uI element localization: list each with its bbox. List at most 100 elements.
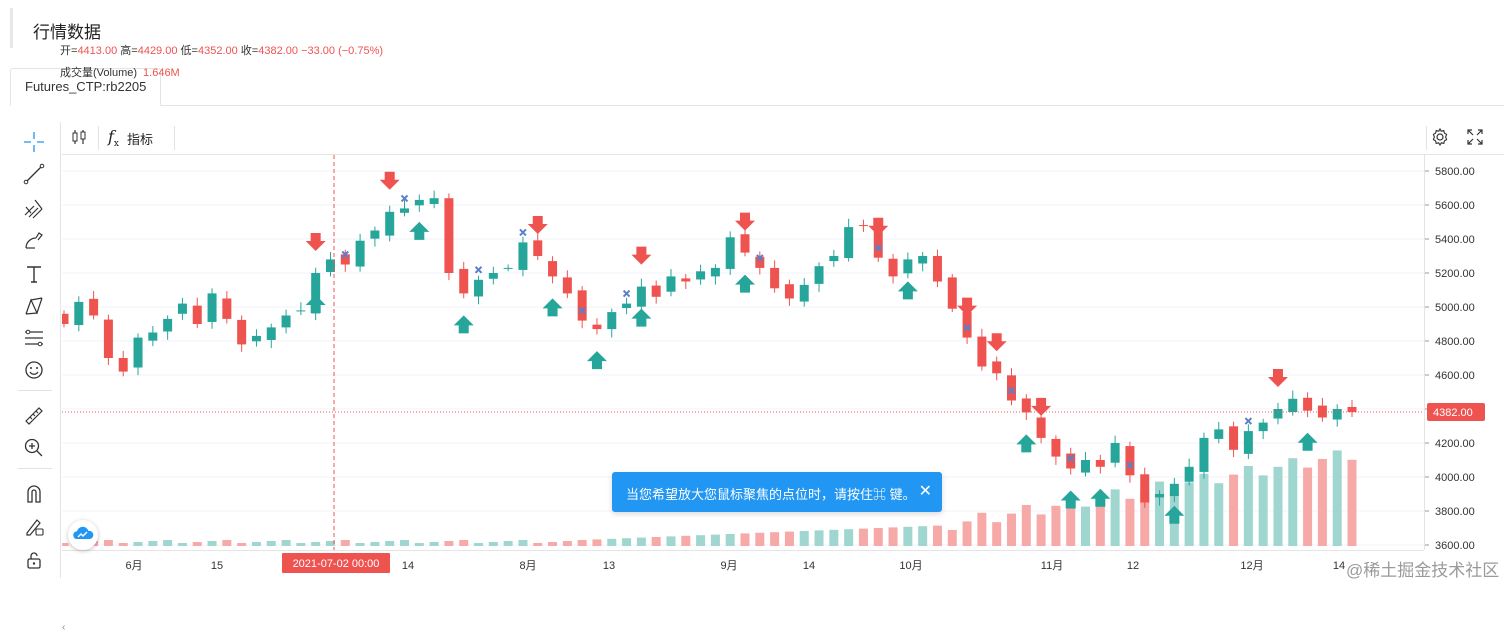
candles [59, 190, 1357, 508]
exit-marker [400, 194, 409, 203]
volume-bar [681, 535, 691, 546]
candle-up [474, 279, 484, 297]
volume-bar [1229, 474, 1239, 546]
emoji-icon[interactable] [22, 358, 46, 382]
candle-up [400, 208, 410, 213]
fullscreen-button[interactable] [1466, 126, 1484, 150]
chart-top-toolbar: fx 指标 [62, 122, 1504, 155]
tab-rb2205[interactable]: Futures_CTP:rb2205 [10, 68, 162, 106]
candle-down [459, 268, 469, 294]
current-price-label: 4382.00 [1433, 407, 1473, 419]
exit-marker [963, 323, 971, 332]
volume-bar [888, 527, 898, 546]
volume-bar [148, 541, 158, 546]
buy-signal-arrow [1164, 505, 1185, 524]
volume-bar [1332, 450, 1342, 546]
volume-bar [725, 534, 735, 546]
candle-down [103, 319, 113, 358]
candlestick-chart[interactable] [59, 155, 1424, 550]
volume-bar [1021, 505, 1031, 546]
candle-up [429, 198, 439, 204]
volume-bar [414, 543, 424, 546]
exit-marker [1067, 454, 1075, 463]
candle-up [266, 327, 276, 340]
ruler-icon[interactable] [22, 404, 46, 428]
buy-signal-arrow [453, 315, 474, 334]
crosshair-time-label: 2021-07-02 00:00 [293, 558, 380, 570]
volume-bar [577, 540, 587, 546]
change-value: −33.00 (−0.75%) [301, 45, 384, 57]
brush-icon[interactable] [22, 228, 46, 252]
close-icon[interactable]: ✕ [918, 483, 932, 500]
candle-up [666, 276, 676, 292]
volume-bar [962, 521, 972, 546]
price-tick-label: 5000.00 [1435, 302, 1475, 314]
lock-drawing-icon[interactable] [22, 514, 46, 538]
candle-style-button[interactable] [70, 126, 88, 150]
fib-icon[interactable] [22, 196, 46, 220]
candle-up [1273, 409, 1283, 419]
volume-bar [1317, 459, 1327, 546]
time-tick-label: 14 [803, 560, 815, 572]
text-icon[interactable] [22, 262, 46, 286]
volume-bar [784, 531, 794, 546]
projection-icon[interactable] [22, 326, 46, 350]
indicators-button[interactable]: fx 指标 [108, 126, 153, 150]
candle-up [829, 256, 839, 262]
volume-bar [1110, 489, 1120, 546]
volume-bar [325, 541, 335, 546]
signal-arrows [305, 171, 1318, 524]
candle-down [888, 258, 898, 277]
toolbar-divider [98, 126, 99, 150]
candle-up [636, 286, 646, 307]
candle-up [918, 256, 928, 264]
toolbar-divider [18, 468, 52, 469]
sell-signal-arrow [305, 233, 326, 251]
candle-down [977, 336, 987, 367]
unlock-icon[interactable] [22, 548, 46, 572]
sell-signal-arrow [379, 171, 400, 190]
exit-marker [519, 228, 527, 237]
exit-marker [756, 254, 764, 262]
candle-down [533, 240, 543, 256]
trend-line-icon[interactable] [22, 162, 46, 186]
volume-bar [607, 538, 617, 546]
time-tick-label: 13 [603, 560, 615, 572]
candle-up [607, 312, 617, 330]
buy-signal-arrow [1090, 488, 1111, 507]
volume-bar [1155, 481, 1165, 546]
crosshair-icon[interactable] [22, 130, 46, 154]
magnet-icon[interactable] [22, 482, 46, 506]
volume-label: 成交量(Volume) [60, 67, 138, 79]
candle-down [562, 277, 572, 294]
volume-bar [1095, 498, 1105, 546]
settings-button[interactable] [1430, 126, 1450, 150]
candle-up [1214, 429, 1224, 439]
volume-bar [488, 542, 498, 546]
candle-down [1140, 474, 1150, 503]
zoom-in-icon[interactable] [22, 436, 46, 460]
volume-legend: 成交量(Volume) 1.646M [60, 64, 180, 80]
cloud-logo-icon [73, 526, 94, 539]
candle-up [325, 259, 335, 272]
buy-signal-arrow [1016, 434, 1037, 453]
candle-down [1125, 446, 1135, 476]
candle-down [740, 234, 750, 253]
candle-up [207, 293, 217, 322]
candle-up [488, 273, 498, 279]
volume-bar [177, 543, 187, 546]
collapse-toolbar-button[interactable]: ‹ [62, 622, 66, 633]
time-axis[interactable]: 6月 15 14 8月 13 9月 14 10月 11月 12 12月 14 2021-07-02 00… [62, 550, 1424, 579]
tradingview-logo[interactable] [68, 520, 98, 550]
time-tick-label: 10月 [899, 560, 922, 572]
candle-up [1332, 409, 1342, 420]
price-axis[interactable]: 5800.00 5600.00 5400.00 5200.00 5000.00 4800.… [1424, 155, 1505, 552]
candle-down [1095, 460, 1105, 467]
volume-bar [1036, 514, 1046, 546]
price-chart-plot[interactable] [59, 155, 1424, 550]
toast-message: 当您希望放大您鼠标聚焦的点位时，请按住⌘ 键。 [626, 487, 916, 502]
candle-down [755, 256, 765, 268]
price-tick-label: 4000.00 [1435, 472, 1475, 484]
pattern-icon[interactable] [22, 294, 46, 318]
price-tick-label: 5400.00 [1435, 234, 1475, 246]
